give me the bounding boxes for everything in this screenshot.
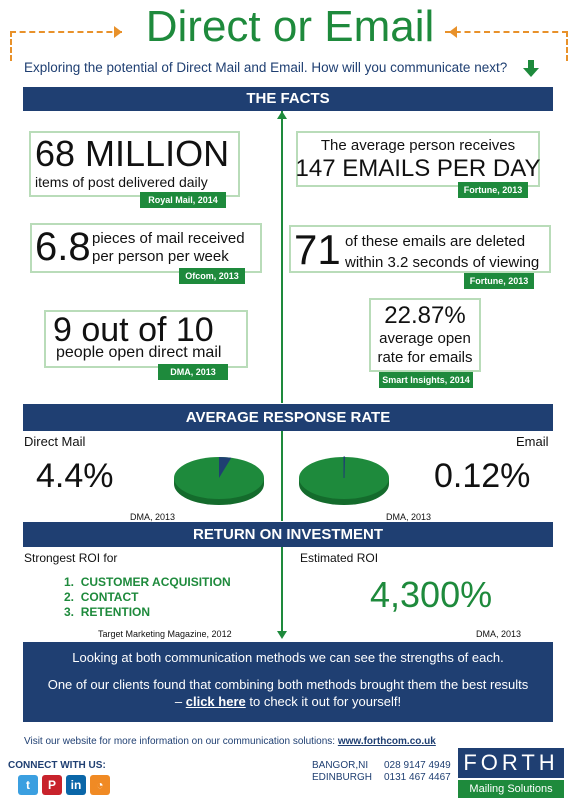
orange-dashed-border-left bbox=[10, 31, 122, 33]
direct-mail-pie-chart bbox=[174, 457, 264, 505]
fact-big-number: 71 bbox=[294, 226, 341, 273]
office-edinburgh: EDINBURGH bbox=[312, 772, 373, 783]
fact-big-number: 147 EMAILS PER DAY bbox=[295, 155, 541, 182]
cta-line1: Looking at both communication methods we… bbox=[72, 650, 504, 665]
orange-dashed-side-left bbox=[10, 31, 12, 61]
fact-text: items of post delivered daily bbox=[35, 174, 208, 190]
fact-text-line1: pieces of mail received bbox=[92, 230, 245, 247]
arrow-right-icon bbox=[114, 26, 122, 38]
facts-header: THE FACTS bbox=[23, 87, 553, 111]
website-link[interactable]: www.forthcom.co.uk bbox=[337, 736, 436, 747]
fact-big-number: 68 MILLION bbox=[35, 133, 230, 174]
center-divider bbox=[281, 547, 283, 634]
roi-item-label: CUSTOMER ACQUISITION bbox=[80, 575, 231, 589]
page-title: Direct or Email bbox=[145, 2, 435, 51]
phone-bangor: 028 9147 4949 bbox=[384, 760, 451, 771]
fact-big-number: 22.87% bbox=[384, 302, 466, 329]
down-arrow-icon bbox=[523, 60, 539, 77]
cta-line2: One of our clients found that combining … bbox=[47, 677, 529, 692]
source-badge: Fortune, 2013 bbox=[464, 273, 534, 289]
fact-box-71 bbox=[289, 225, 551, 273]
direct-mail-slice bbox=[219, 457, 232, 478]
roi-value: 4,300% bbox=[370, 574, 493, 615]
fact-box-9-out-of-10 bbox=[44, 310, 248, 368]
visit-text: Visit our website for more information o… bbox=[24, 736, 436, 747]
twitter-icon[interactable]: t bbox=[18, 775, 38, 795]
fact-big-number: 9 out of 10 bbox=[53, 311, 214, 349]
fact-big-number: 6.8 bbox=[35, 225, 91, 269]
forth-logo-sub: Mailing Solutions bbox=[458, 780, 564, 798]
center-divider bbox=[281, 431, 283, 521]
source-badge: Fortune, 2013 bbox=[458, 182, 528, 198]
roi-item-label: RETENTION bbox=[80, 605, 151, 619]
divider-arrow-up-icon bbox=[277, 111, 287, 119]
orange-dashed-border-right bbox=[445, 31, 568, 33]
roi-right-label: Estimated ROI bbox=[300, 551, 379, 565]
response-header: AVERAGE RESPONSE RATE bbox=[23, 404, 553, 431]
subtitle: Exploring the potential of Direct Mail a… bbox=[24, 60, 508, 75]
divider-arrow-down-icon bbox=[277, 631, 287, 639]
fact-box-68-million bbox=[29, 131, 240, 197]
roi-item-label: CONTACT bbox=[80, 590, 139, 604]
source-badge: Smart Insights, 2014 bbox=[379, 372, 473, 388]
cta-line3-text: to check it out for yourself! bbox=[249, 694, 402, 709]
source-badge: Royal Mail, 2014 bbox=[140, 192, 226, 208]
rss-icon[interactable]: ◔ bbox=[90, 775, 110, 795]
source-badge: Ofcom, 2013 bbox=[179, 268, 245, 284]
fact-text-line1: average open bbox=[379, 330, 471, 347]
center-divider bbox=[281, 111, 283, 403]
cta-box: Looking at both communication methods we… bbox=[23, 642, 553, 722]
fact-text-line1: of these emails are deleted bbox=[345, 233, 526, 250]
roi-left-label: Strongest ROI for bbox=[24, 551, 118, 565]
roi-list-item: 2. CONTACT bbox=[64, 590, 139, 604]
email-source: DMA, 2013 bbox=[386, 512, 432, 522]
email-rate: 0.12% bbox=[434, 457, 531, 495]
fact-text: people open direct mail bbox=[56, 344, 222, 361]
click-here-link[interactable]: click here bbox=[185, 694, 246, 709]
roi-right-source: DMA, 2013 bbox=[476, 629, 522, 639]
cta-line3: – click here to check it out for yoursel… bbox=[23, 694, 553, 709]
source-badge: DMA, 2013 bbox=[158, 364, 228, 380]
fact-box-147-emails bbox=[296, 131, 540, 187]
direct-mail-rate: 4.4% bbox=[36, 457, 114, 495]
fact-text-line2: per person per week bbox=[92, 248, 229, 265]
roi-left-source: Target Marketing Magazine, 2012 bbox=[98, 629, 232, 639]
email-slice bbox=[343, 456, 346, 479]
roi-header: RETURN ON INVESTMENT bbox=[23, 522, 553, 547]
cta-dash: – bbox=[174, 694, 183, 709]
direct-mail-source: DMA, 2013 bbox=[130, 512, 176, 522]
fact-text-line2: rate for emails bbox=[377, 349, 473, 366]
email-label: Email bbox=[516, 434, 549, 449]
pinterest-icon[interactable]: P bbox=[42, 775, 62, 795]
fact-box-22-87 bbox=[369, 298, 481, 372]
visit-text-label: Visit our website for more information o… bbox=[24, 736, 336, 747]
fact-box-6-8 bbox=[30, 223, 262, 273]
forth-logo: FORTH bbox=[458, 748, 564, 778]
arrow-left-icon bbox=[449, 26, 457, 38]
phone-edinburgh: 0131 467 4467 bbox=[384, 772, 451, 783]
fact-text: The average person receives bbox=[320, 137, 516, 154]
email-pie-chart bbox=[299, 456, 389, 505]
linkedin-icon[interactable]: in bbox=[66, 775, 86, 795]
fact-text-line2: within 3.2 seconds of viewing bbox=[345, 254, 540, 271]
roi-list-item: 3. RETENTION bbox=[64, 605, 151, 619]
connect-label: CONNECT WITH US: bbox=[8, 760, 106, 771]
office-bangor: BANGOR,NI bbox=[312, 760, 369, 771]
roi-list-item: 1. CUSTOMER ACQUISITION bbox=[64, 575, 231, 589]
direct-mail-label: Direct Mail bbox=[24, 434, 86, 449]
orange-dashed-side-right bbox=[566, 31, 568, 61]
